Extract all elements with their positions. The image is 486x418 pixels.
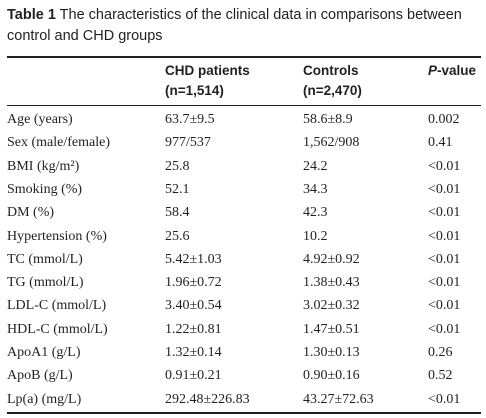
controls-value: 3.02±0.32	[303, 298, 360, 314]
chd-value: 977/537	[165, 135, 211, 151]
p-value: <0.01	[428, 391, 461, 407]
header-chd-count: (n=1,514)	[165, 83, 224, 98]
controls-value: 42.3	[303, 205, 328, 221]
chd-value: 25.8	[165, 158, 190, 174]
chd-value: 52.1	[165, 181, 190, 197]
p-value: <0.01	[428, 321, 461, 337]
controls-value: 1.38±0.43	[303, 275, 360, 291]
controls-value: 1.30±0.13	[303, 345, 360, 360]
p-value: 0.41	[428, 135, 453, 151]
chd-value: 1.96±0.72	[165, 275, 222, 291]
controls-value: 24.2	[303, 158, 328, 174]
chd-value: 58.4	[165, 205, 190, 221]
chd-value: 3.40±0.54	[165, 298, 222, 314]
row-label: BMI (kg/m²)	[7, 158, 80, 174]
header-chd-patients: CHD patients (n=1,514)	[165, 61, 250, 101]
header-p-letter: P	[428, 63, 438, 78]
row-label: LDL-C (mmol/L)	[7, 298, 107, 314]
p-value: 0.26	[428, 345, 453, 360]
row-label: HDL-C (mmol/L)	[7, 321, 108, 337]
header-controls-count: (n=2,470)	[303, 83, 362, 98]
row-label: TC (mmol/L)	[7, 251, 83, 267]
p-value: <0.01	[428, 251, 461, 267]
controls-value: 43.27±72.63	[303, 391, 374, 407]
header-chd-label: CHD patients	[165, 63, 250, 78]
row-label: Lp(a) (mg/L)	[7, 391, 82, 407]
p-value: <0.01	[428, 205, 461, 221]
p-value: <0.01	[428, 298, 461, 314]
controls-value: 10.2	[303, 228, 328, 244]
table-row: BMI (kg/m²) 25.8 24.2 <0.01	[0, 155, 486, 178]
controls-value: 34.3	[303, 181, 328, 197]
controls-value: 4.92±0.92	[303, 251, 360, 267]
row-label: TG (mmol/L)	[7, 275, 84, 291]
header-p-value: P-value	[428, 61, 476, 81]
p-value: <0.01	[428, 181, 461, 197]
p-value: 0.52	[428, 368, 453, 384]
table-row: Sex (male/female) 977/537 1,562/908 0.41	[0, 131, 486, 154]
table-row: TC (mmol/L) 5.42±1.03 4.92±0.92 <0.01	[0, 248, 486, 271]
table-title: The characteristics of the clinical data…	[7, 7, 462, 44]
table-row: Hypertension (%) 25.6 10.2 <0.01	[0, 225, 486, 248]
row-label: Smoking (%)	[7, 181, 83, 197]
header-controls-label: Controls	[303, 63, 359, 78]
table-row: TG (mmol/L) 1.96±0.72 1.38±0.43 <0.01	[0, 271, 486, 294]
controls-value: 1.47±0.51	[303, 321, 360, 337]
top-rule	[7, 56, 481, 58]
chd-value: 1.22±0.81	[165, 321, 222, 337]
header-p-suffix: -value	[437, 63, 477, 78]
p-value: <0.01	[428, 228, 461, 244]
table-caption: Table 1 The characteristics of the clini…	[7, 5, 481, 47]
p-value: <0.01	[428, 275, 461, 291]
chd-value: 1.32±0.14	[165, 345, 222, 360]
row-label: ApoB (g/L)	[7, 368, 73, 384]
controls-value: 1,562/908	[303, 135, 360, 151]
table-label: Table 1	[7, 7, 56, 23]
controls-value: 58.6±8.9	[303, 112, 353, 127]
table-row: HDL-C (mmol/L) 1.22±0.81 1.47±0.51 <0.01	[0, 318, 486, 341]
table-row: Age (years) 63.7±9.5 58.6±8.9 0.002	[0, 108, 486, 131]
table-row: ApoA1 (g/L) 1.32±0.14 1.30±0.13 0.26	[0, 341, 486, 364]
chd-value: 5.42±1.03	[165, 251, 222, 267]
p-value: 0.002	[428, 112, 460, 127]
chd-value: 25.6	[165, 228, 190, 244]
table-row: ApoB (g/L) 0.91±0.21 0.90±0.16 0.52	[0, 364, 486, 387]
table-row: Smoking (%) 52.1 34.3 <0.01	[0, 178, 486, 201]
row-label: Age (years)	[7, 112, 73, 127]
table-row: LDL-C (mmol/L) 3.40±0.54 3.02±0.32 <0.01	[0, 294, 486, 317]
bottom-rule	[7, 412, 481, 414]
row-label: Hypertension (%)	[7, 228, 107, 244]
controls-value: 0.90±0.16	[303, 368, 360, 384]
row-label: Sex (male/female)	[7, 135, 111, 151]
p-value: <0.01	[428, 158, 461, 174]
table-row: Lp(a) (mg/L) 292.48±226.83 43.27±72.63 <0.0…	[0, 388, 486, 411]
row-label: ApoA1 (g/L)	[7, 345, 81, 360]
chd-value: 63.7±9.5	[165, 112, 215, 127]
chd-value: 292.48±226.83	[165, 391, 250, 407]
table-row: DM (%) 58.4 42.3 <0.01	[0, 201, 486, 224]
header-rule	[7, 105, 481, 106]
header-controls: Controls (n=2,470)	[303, 61, 362, 101]
row-label: DM (%)	[7, 205, 55, 221]
chd-value: 0.91±0.21	[165, 368, 222, 384]
